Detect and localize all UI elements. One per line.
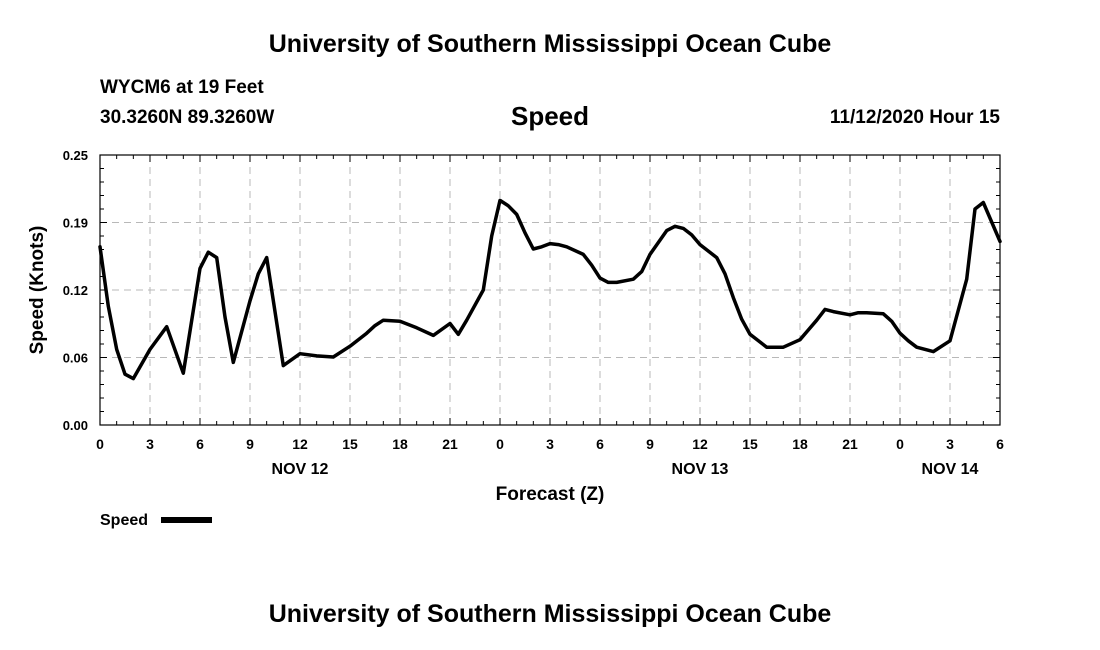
x-tick-label: 12 — [292, 436, 308, 452]
x-tick-label: 0 — [96, 436, 104, 452]
x-tick-label: 3 — [146, 436, 154, 452]
x-tick-label: 18 — [792, 436, 808, 452]
x-tick-label: 15 — [342, 436, 358, 452]
chart-footer-title: University of Southern Mississippi Ocean… — [268, 600, 832, 628]
x-tick-label: 21 — [842, 436, 858, 452]
x-tick-label: 3 — [946, 436, 954, 452]
x-tick-label: 0 — [496, 436, 504, 452]
plot-frame — [99, 154, 1001, 426]
x-tick-label: 9 — [646, 436, 654, 452]
x-tick-label: 9 — [246, 436, 254, 452]
x-tick-label: 6 — [596, 436, 604, 452]
x-tick-label: 18 — [392, 436, 408, 452]
y-tick-label: 0.06 — [63, 351, 88, 366]
station-coordinates: 30.3260N 89.3260W — [100, 107, 275, 128]
x-tick-label: 6 — [196, 436, 204, 452]
run-datetime: 11/12/2020 Hour 15 — [829, 107, 1000, 128]
date-label: NOV 13 — [672, 461, 729, 478]
station-label: WYCM6 at 19 Feet — [100, 77, 264, 98]
y-tick-label: 0.12 — [63, 283, 88, 298]
y-axis-label: Speed (Knots) — [27, 226, 48, 355]
y-tick-label: 0.19 — [63, 216, 88, 231]
legend-label: Speed — [100, 512, 148, 529]
x-tick-label: 15 — [742, 436, 758, 452]
speed-series-line — [98, 198, 1002, 381]
x-tick-label: 3 — [546, 436, 554, 452]
chart-title: Speed — [510, 101, 590, 131]
x-axis-label: Forecast (Z) — [496, 484, 605, 505]
y-tick-label: 0.00 — [63, 418, 88, 433]
x-tick-label: 0 — [896, 436, 904, 452]
date-label: NOV 12 — [272, 461, 329, 478]
x-tick-label: 6 — [996, 436, 1004, 452]
x-tick-label: 12 — [692, 436, 708, 452]
y-tick-label: 0.25 — [63, 148, 88, 163]
date-label: NOV 14 — [922, 461, 979, 478]
x-tick-label: 21 — [442, 436, 458, 452]
chart-header-title: University of Southern Mississippi Ocean… — [268, 30, 832, 58]
